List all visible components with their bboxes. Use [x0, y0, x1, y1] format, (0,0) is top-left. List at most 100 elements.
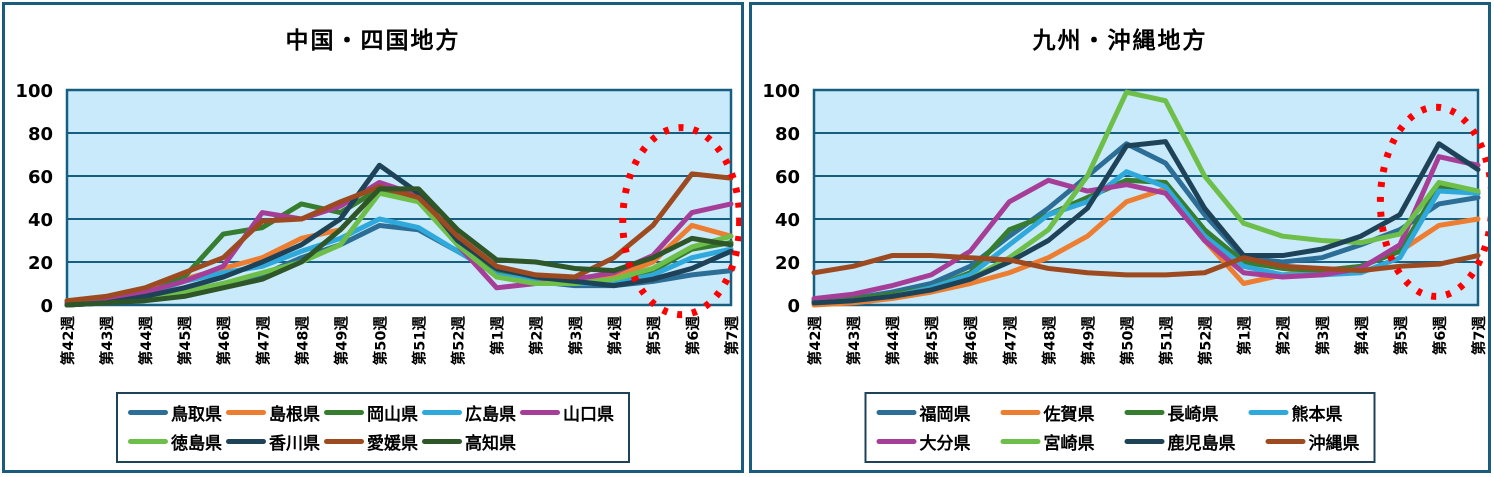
x-tick-label: 第42週	[59, 316, 77, 366]
x-tick-label: 第7週	[1470, 316, 1488, 356]
x-tick-label: 第43週	[845, 316, 863, 366]
legend-item-5: 徳島県	[128, 429, 222, 454]
legend-label: 島根県	[269, 405, 320, 425]
x-tick-label: 第50週	[1118, 316, 1136, 366]
chart-title: 九州・沖縄地方	[1032, 28, 1208, 54]
series-line-5	[64, 190, 734, 308]
x-tick-label: 第48週	[293, 316, 311, 366]
legend-item-8: 高知県	[422, 429, 516, 454]
x-tick-label: 第1週	[1236, 316, 1254, 356]
legend-swatch-icon	[324, 410, 364, 415]
x-tick-label: 第49週	[1079, 316, 1097, 366]
x-tick-label: 第44週	[884, 316, 902, 366]
x-tick-label: 第52週	[450, 316, 468, 366]
x-tick-label: 第44週	[137, 316, 155, 366]
legend-label: 熊本県	[1291, 405, 1343, 425]
x-tick-label: 第47週	[254, 316, 272, 366]
legend-item-3: 広島県	[422, 400, 516, 425]
legend-label: 山口県	[563, 405, 614, 425]
x-tick-label: 第45週	[176, 316, 194, 366]
panel-kyushu-okinawa: 九州・沖縄地方 0 20 40 60 80 100 第42週 第43週 第44週 第45週 第46週…	[749, 2, 1491, 473]
x-tick-label: 第52週	[1197, 316, 1215, 366]
x-tick-label: 第7週	[723, 316, 741, 356]
legend-swatch-icon	[1000, 410, 1041, 415]
legend-swatch-icon	[422, 439, 462, 444]
legend-swatch-icon	[1000, 439, 1041, 444]
y-tick-label: 40	[28, 210, 53, 231]
legend-swatch-icon	[422, 410, 462, 415]
legend-swatch-icon	[520, 410, 560, 415]
y-tick-label: 20	[775, 253, 800, 274]
x-tick-label: 第4週	[606, 316, 624, 356]
x-tick-label: 第49週	[332, 316, 350, 366]
legend-label: 高知県	[465, 434, 516, 454]
highlight-ellipse	[619, 124, 741, 319]
legend-swatch-icon	[1124, 410, 1165, 415]
x-tick-label: 第6週	[1431, 316, 1449, 356]
legend-item-7: 愛媛県	[324, 429, 418, 454]
legend-row: 福岡県 佐賀県 長崎県 熊本県	[876, 400, 1360, 425]
legend-label: 香川県	[269, 434, 320, 454]
y-tick-label: 60	[775, 167, 800, 188]
series-line-6	[64, 162, 734, 308]
x-tick-label: 第46週	[215, 316, 233, 366]
legend-label: 長崎県	[1167, 405, 1219, 425]
y-tick-label: 0	[787, 296, 800, 317]
legend: 鳥取県 島根県 岡山県 広島県 山口県徳島県 香川県 愛媛県 高知県	[116, 392, 630, 463]
legend-item-7: 沖縄県	[1265, 429, 1360, 454]
x-tick-label: 第5週	[1392, 316, 1410, 356]
legend-item-5: 宮崎県	[1000, 429, 1095, 454]
x-tick-label: 第45週	[923, 316, 941, 366]
legend-swatch-icon	[1248, 410, 1289, 415]
legend-item-6: 鹿児島県	[1124, 429, 1236, 454]
legend-swatch-icon	[128, 410, 168, 415]
legend-item-1: 佐賀県	[1000, 400, 1095, 425]
legend-label: 佐賀県	[1043, 405, 1095, 425]
x-tick-label: 第5週	[645, 316, 663, 356]
legend-swatch-icon	[876, 439, 917, 444]
legend-item-0: 鳥取県	[128, 400, 222, 425]
x-tick-label: 第47週	[1001, 316, 1019, 366]
legend-swatch-icon	[1265, 439, 1306, 444]
y-tick-label: 80	[775, 124, 800, 145]
x-tick-label: 第2週	[528, 316, 546, 356]
x-tick-label: 第2週	[1275, 316, 1293, 356]
x-tick-label: 第4週	[1353, 316, 1371, 356]
legend-swatch-icon	[876, 410, 917, 415]
series-line-7	[811, 253, 1481, 278]
legend-row: 大分県 宮崎県 鹿児島県 沖縄県	[876, 429, 1360, 454]
x-tick-label: 第51週	[411, 316, 429, 366]
x-tick-label: 第1週	[489, 316, 507, 356]
x-tick-label: 第6週	[684, 316, 702, 356]
y-tick-label: 40	[775, 210, 800, 231]
legend-item-2: 岡山県	[324, 400, 418, 425]
legend-row: 鳥取県 島根県 岡山県 広島県 山口県	[128, 400, 614, 425]
panel-chugoku-shikoku: 中国・四国地方 0 20 40 60 80 100 第42週 第43週 第44週 第45週 第46週…	[2, 2, 744, 473]
legend-label: 広島県	[465, 405, 516, 425]
x-tick-label: 第42週	[806, 316, 824, 366]
legend-label: 福岡県	[919, 405, 971, 425]
x-tick-label: 第3週	[1314, 316, 1332, 356]
y-tick-label: 100	[762, 81, 800, 102]
y-tick-label: 100	[15, 81, 53, 102]
series-line-7	[64, 171, 734, 304]
legend-label: 鳥取県	[171, 405, 222, 425]
legend-item-2: 長崎県	[1124, 400, 1219, 425]
legend-row: 徳島県 香川県 愛媛県 高知県	[128, 429, 614, 454]
y-tick-label: 0	[40, 296, 53, 317]
x-tick-label: 第48週	[1040, 316, 1058, 366]
legend-label: 沖縄県	[1308, 434, 1360, 454]
legend-item-4: 山口県	[520, 400, 614, 425]
legend-label: 鹿児島県	[1167, 434, 1236, 454]
legend-swatch-icon	[226, 439, 266, 444]
x-tick-label: 第50週	[371, 316, 389, 366]
x-tick-label: 第51週	[1158, 316, 1176, 366]
x-tick-label: 第3週	[567, 316, 585, 356]
legend-item-3: 熊本県	[1248, 400, 1343, 425]
series-line-8	[64, 186, 734, 308]
y-tick-label: 60	[28, 167, 53, 188]
x-tick-label: 第46週	[962, 316, 980, 366]
chart-title: 中国・四国地方	[285, 28, 461, 54]
series-line-4	[811, 154, 1481, 302]
legend-label: 大分県	[919, 434, 971, 454]
